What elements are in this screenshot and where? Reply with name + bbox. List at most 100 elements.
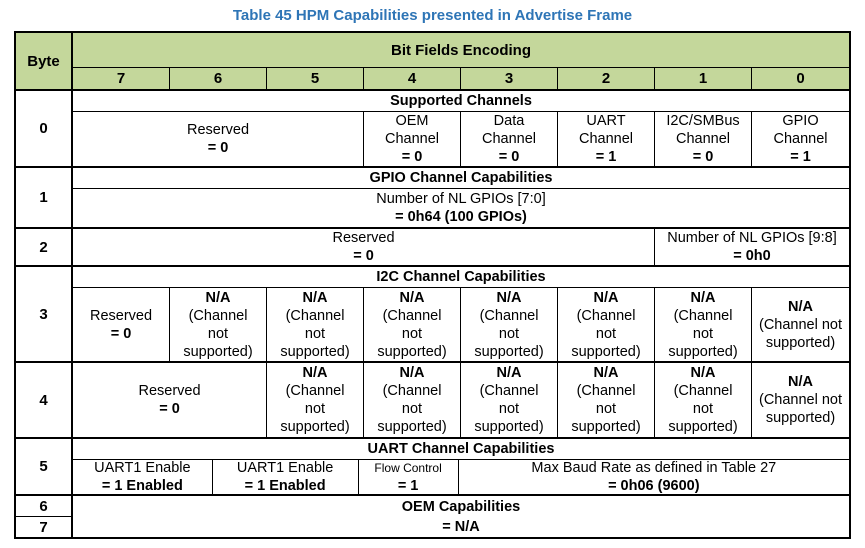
field-label: (Channel not (758, 316, 843, 333)
field-value: = 1 (595, 149, 617, 165)
byte-3-row-group: 3 I2C Channel Capabilities Reserved = 0 N… (16, 265, 849, 361)
byte-0-row-group: 0 Supported Channels Reserved = 0 OEM Chan… (16, 89, 849, 166)
byte-6-7-labels: 6 7 (16, 496, 73, 537)
field-label: Flow Control (374, 461, 442, 475)
field-label: not (595, 325, 617, 342)
field-label: (Channel (576, 383, 636, 399)
bit-1-header: 1 (655, 68, 752, 89)
bit-3-header: 3 (461, 68, 558, 89)
field-cell-gpio-channel: GPIO Channel = 1 (752, 112, 849, 166)
field-label: supported) (571, 343, 641, 360)
field-cell-max-baud-rate: Max Baud Rate as defined in Table 27 = 0h… (459, 460, 849, 494)
field-value: N/A (496, 365, 522, 381)
field-value: N/A (205, 289, 231, 306)
field-value: N/A (788, 374, 813, 390)
field-label: Channel (675, 131, 730, 147)
field-cell-na-channel-not-supported: N/A (Channel not supported) (558, 363, 655, 437)
field-value: = N/A (442, 518, 480, 535)
field-cell-na-channel-not-supported: N/A (Channel not supported) (364, 288, 461, 361)
field-label: not (595, 401, 617, 417)
field-value: N/A (399, 289, 425, 306)
bit-4-header: 4 (364, 68, 461, 89)
field-label: (Channel (382, 307, 442, 324)
byte-5-cells: UART1 Enable = 1 Enabled UART1 Enable = 1 … (73, 460, 849, 494)
byte-0-label: 0 (16, 91, 73, 166)
byte-3-label: 3 (16, 267, 73, 361)
byte-3-cells: Reserved = 0 N/A (Channel not supported) N/A… (73, 288, 849, 361)
field-label: (Channel (673, 307, 733, 324)
field-cell-na-channel-not-supported: N/A (Channel not supported) (267, 288, 364, 361)
field-label: Number of NL GPIOs [9:8] (667, 230, 837, 246)
byte-5-label: 5 (16, 439, 73, 494)
field-label: Channel (773, 131, 828, 147)
field-label: (Channel (673, 383, 733, 399)
field-cell-oem-channel: OEM Channel = 0 (364, 112, 461, 166)
field-label: not (498, 325, 520, 342)
field-cell-flow-control: Flow Control = 1 (359, 460, 459, 494)
field-label: supported) (571, 419, 641, 435)
field-value: = 0h0 (733, 248, 771, 264)
field-label: (Channel (285, 307, 345, 324)
byte-6-7-row-group: 6 7 OEM Capabilities = N/A (16, 494, 849, 537)
bit-2-header: 2 (558, 68, 655, 89)
field-cell-na-channel-not-supported: N/A (Channel not supported) (267, 363, 364, 437)
field-label: not (692, 401, 714, 417)
field-label: (Channel (285, 383, 345, 399)
field-label: GPIO (782, 113, 819, 129)
section-header-uart-channel-capabilities: UART Channel Capabilities (73, 439, 849, 460)
field-label: (Channel (479, 307, 539, 324)
field-cell-reserved: Reserved = 0 (73, 288, 170, 361)
field-value: = 1 (790, 149, 811, 165)
field-label: not (401, 401, 423, 417)
field-label: supported) (474, 343, 544, 360)
field-value: = 0 (401, 149, 423, 165)
bit-fields-encoding-header: Bit Fields Encoding (73, 33, 849, 68)
section-header-supported-channels: Supported Channels (73, 91, 849, 112)
field-value: = 0 (159, 401, 180, 417)
field-value: = 0 (498, 149, 520, 165)
field-label: supported) (280, 419, 350, 435)
field-label: UART (586, 113, 626, 129)
byte-2-label: 2 (16, 229, 73, 265)
field-cell-na-channel-not-supported: N/A (Channel not supported) (655, 288, 752, 361)
field-cell-i2c-smbus-channel: I2C/SMBus Channel = 0 (655, 112, 752, 166)
byte-4-cells: Reserved = 0 N/A (Channel not supported) N/A… (73, 363, 849, 437)
field-value: = 0h06 (9600) (608, 478, 700, 494)
field-label: (Channel (479, 383, 539, 399)
byte-column-header: Byte (16, 33, 73, 89)
section-header-i2c-channel-capabilities: I2C Channel Capabilities (73, 267, 849, 288)
field-cell-na-channel-not-supported: N/A (Channel not supported) (364, 363, 461, 437)
field-label: UART1 Enable (236, 460, 334, 476)
field-value: = 1 (397, 478, 419, 494)
field-label: Reserved (186, 122, 250, 138)
field-label: not (692, 325, 714, 342)
field-label: supported) (377, 419, 447, 435)
field-value: N/A (690, 289, 716, 306)
field-label: Channel (384, 131, 439, 147)
field-label: OEM (395, 113, 429, 129)
field-value: N/A (302, 365, 328, 381)
field-label: not (304, 325, 326, 342)
field-label: I2C/SMBus (666, 113, 740, 129)
field-cell-na-channel-not-supported: N/A (Channel not supported) (558, 288, 655, 361)
page-title: Table 45 HPM Capabilities presented in A… (232, 7, 633, 24)
field-cell-na-channel-not-supported: N/A (Channel not supported) (752, 288, 849, 361)
field-value: N/A (690, 365, 716, 381)
byte-1-cells: Number of NL GPIOs [7:0] = 0h64 (100 GPIO… (73, 189, 849, 227)
field-cell-uart1-enable: UART1 Enable = 1 Enabled (213, 460, 359, 494)
field-value: = 0 (207, 140, 229, 156)
field-cell-na-channel-not-supported: N/A (Channel not supported) (461, 363, 558, 437)
field-value: N/A (593, 365, 619, 381)
field-label: not (498, 401, 520, 417)
field-value: N/A (593, 289, 619, 306)
bit-5-header: 5 (267, 68, 364, 89)
field-cell-reserved: Reserved = 0 (73, 112, 364, 166)
byte-0-cells: Reserved = 0 OEM Channel = 0 Data Channel = 0… (73, 112, 849, 166)
byte-4-row-group: 4 Reserved = 0 N/A (Channel not supported) N… (16, 361, 849, 437)
field-label: not (401, 325, 423, 342)
bit-6-header: 6 (170, 68, 267, 89)
field-label: supported) (765, 334, 836, 351)
byte-7-label: 7 (39, 518, 48, 536)
field-label: Reserved (332, 230, 395, 246)
field-label: Reserved (138, 383, 201, 399)
